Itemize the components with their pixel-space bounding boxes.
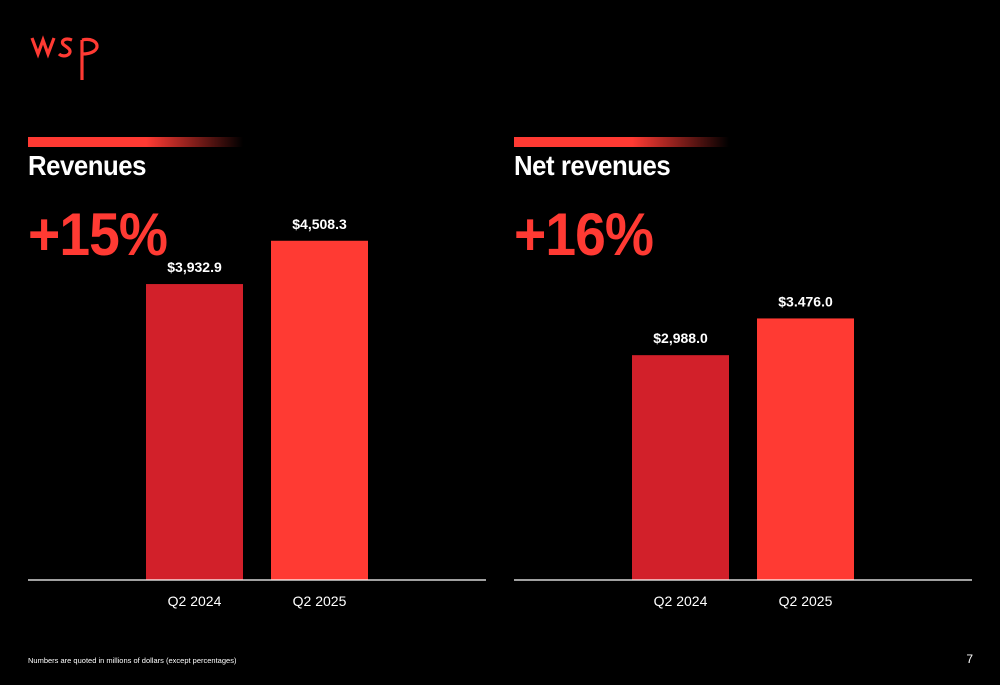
bar-q2-2025 — [271, 240, 368, 580]
x-tick-label: Q2 2025 — [293, 593, 347, 609]
wsp-logo — [30, 35, 99, 80]
revenues-panel: Revenues +15% $3,932.9 Q2 2024 $4,508.3 Q2 … — [28, 0, 488, 610]
data-label: $3.476.0 — [778, 293, 833, 309]
data-label: $4,508.3 — [292, 216, 347, 232]
bar-q2-2024 — [146, 284, 243, 580]
footnote: Numbers are quoted in millions of dollar… — [28, 656, 237, 665]
accent-bar — [514, 137, 729, 147]
data-label: $2,988.0 — [653, 330, 708, 346]
panel-title-net-revenues: Net revenues — [514, 150, 671, 181]
page-number: 7 — [966, 652, 973, 666]
x-tick-label: Q2 2024 — [654, 593, 708, 609]
data-label: $3,932.9 — [167, 259, 222, 275]
x-tick-label: Q2 2024 — [168, 593, 222, 609]
panel-title-revenues: Revenues — [28, 150, 147, 181]
growth-percentage-net-revenues: +16% — [514, 201, 654, 268]
bar-q2-2025 — [757, 318, 854, 580]
revenues-bar-chart: $3,932.9 Q2 2024 $4,508.3 Q2 2025 — [28, 216, 486, 609]
growth-percentage-revenues: +15% — [28, 201, 168, 268]
accent-bar — [28, 137, 243, 147]
net-revenues-bar-chart: $2,988.0 Q2 2024 $3.476.0 Q2 2025 — [514, 293, 972, 609]
x-tick-label: Q2 2025 — [779, 593, 833, 609]
net-revenues-panel: Net revenues +16% $2,988.0 Q2 2024 $3.476.… — [514, 0, 974, 610]
bar-q2-2024 — [632, 355, 729, 580]
